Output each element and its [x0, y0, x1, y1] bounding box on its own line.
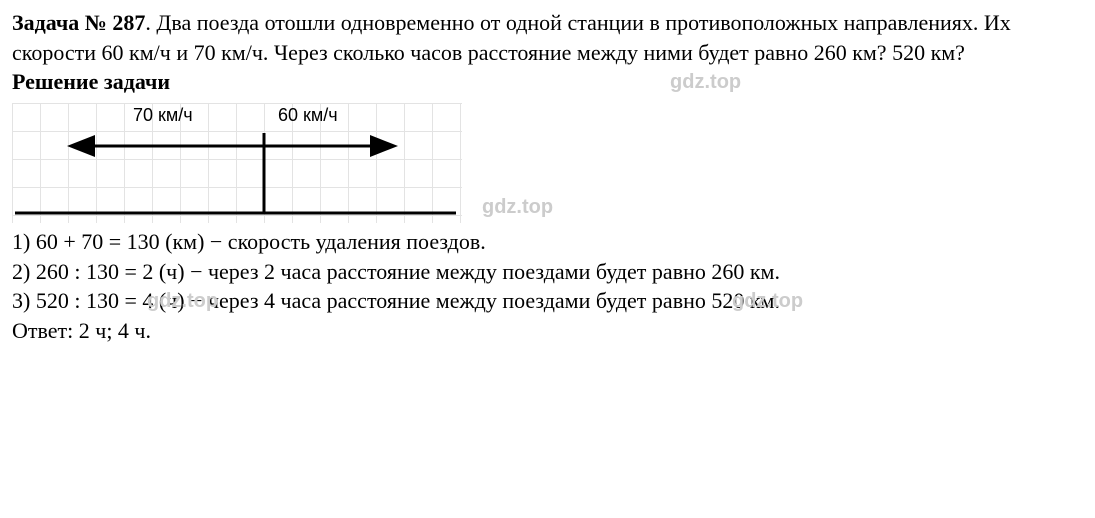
solution-step-3: 3) 520 : 130 = 4 (ч) − через 4 часа расс… [12, 286, 1083, 316]
solution-step-2: 2) 260 : 130 = 2 (ч) − через 2 часа расс… [12, 257, 1083, 287]
motion-diagram: 70 км/ч 60 км/ч [12, 103, 462, 223]
diagram-svg [12, 103, 462, 223]
problem-paragraph: Задача № 287. Два поезда отошли одноврем… [12, 8, 1083, 67]
solution-label: Решение задачи [12, 67, 170, 97]
problem-text: . Два поезда отошли одновременно от одно… [12, 10, 1011, 65]
watermark-diagram: gdz.top [482, 194, 553, 221]
solution-step-1: 1) 60 + 70 = 130 (км) − скорость удалени… [12, 227, 1083, 257]
answer-line: Ответ: 2 ч; 4 ч. [12, 316, 1083, 346]
diagram-speed-right: 60 км/ч [278, 103, 338, 127]
problem-label: Задача № 287 [12, 10, 145, 35]
solution-heading-row: Решение задачи gdz.top [12, 67, 1083, 97]
watermark-top: gdz.top [670, 69, 741, 96]
diagram-speed-left: 70 км/ч [133, 103, 193, 127]
diagram-row: 70 км/ч 60 км/ч gdz.top [12, 103, 1083, 223]
